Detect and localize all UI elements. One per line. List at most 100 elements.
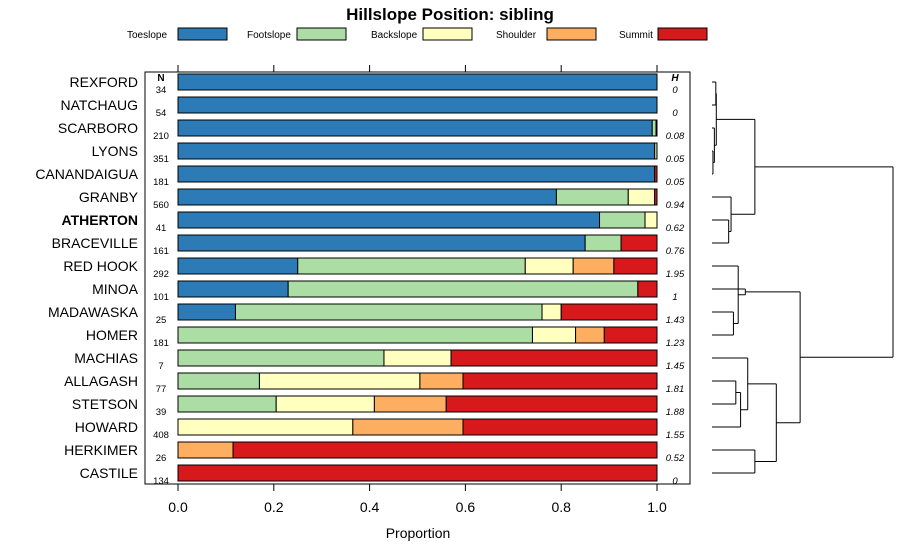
row-label-homer: HOMER [86,327,138,343]
bar-segment-summit [603,326,658,344]
bar-segment-footslope [599,211,646,229]
bar-segment-summit [450,349,658,367]
x-axis-label: Proportion [386,525,451,541]
h-value: 0 [672,476,678,487]
row-label-howard: HOWARD [75,419,138,435]
bar-segment-summit [462,372,658,390]
h-value: 0.76 [666,246,685,257]
h-value: 1.88 [666,407,685,418]
row-label-madawaska: MADAWASKA [48,304,139,320]
row-label-red-hook: RED HOOK [63,258,138,274]
legend-label-summit: Summit [619,30,653,41]
bar-segment-toeslope [177,280,289,298]
bar-segment-summit [654,188,658,206]
h-value: 0 [672,108,678,119]
row-label-lyons: LYONS [92,143,138,159]
bar-segment-backslope [627,188,656,206]
bar-segment-footslope [555,188,629,206]
row-label-granby: GRANBY [79,189,139,205]
bar-segment-summit [560,303,658,321]
bar-segment-toeslope [177,303,236,321]
bar-segment-toeslope [177,211,601,229]
plot-frame [144,71,691,485]
h-value: 1.81 [666,384,685,395]
bar-segment-toeslope [177,165,656,183]
h-value: 1 [672,292,677,303]
n-value: 26 [156,453,167,464]
bar-segment-footslope [177,395,277,413]
legend-swatch-summit [657,27,708,41]
bar-segment-footslope [234,303,543,321]
bar-segment-backslope [258,372,421,390]
legend-label-shoulder: Shoulder [496,30,537,41]
h-header: H [671,73,679,84]
h-value: 0.62 [666,223,685,234]
bar-segment-summit [620,234,658,252]
bar-segment-summit [613,257,658,275]
x-tick-label: 0.2 [264,499,284,515]
row-label-braceville: BRACEVILLE [52,235,138,251]
bar-segment-backslope [655,119,658,137]
bar-segment-toeslope [177,188,557,206]
legend-swatch-toeslope [177,27,228,41]
row-label-natchaug: NATCHAUG [60,97,138,113]
bar-segment-toeslope [177,142,656,160]
legend-label-backslope: Backslope [371,30,418,41]
n-value: 134 [153,476,169,487]
x-tick-label: 0.0 [168,499,188,515]
n-value: 101 [153,292,169,303]
h-value: 1.55 [666,430,685,441]
n-value: 54 [156,108,167,119]
h-value: 0.05 [666,177,685,188]
legend-label-footslope: Footslope [247,30,291,41]
n-value: 181 [153,338,169,349]
bar-segment-toeslope [177,73,658,91]
legend: Toeslope Footslope Backslope Shoulder Summit [127,27,708,41]
bar-segment-footslope [651,119,657,137]
n-value: 560 [153,200,169,211]
legend-swatch-shoulder [546,27,597,41]
h-value: 1.43 [666,315,685,326]
bar-rows: REXFORD 34 0 NATCHAUG 54 0 SCARBORO 210 0.08 LYON… [35,73,685,487]
x-tick-label: 0.4 [360,499,380,515]
h-value: 1.45 [666,361,685,372]
row-label-stetson: STETSON [72,396,138,412]
bar-segment-footslope [297,257,526,275]
n-value: 408 [153,430,169,441]
n-value: 34 [156,85,167,96]
row-label-rexford: REXFORD [70,74,138,90]
bar-segment-backslope [177,418,354,436]
bar-segment-shoulder [572,257,615,275]
n-value: 210 [153,131,169,142]
row-label-canandaigua: CANANDAIGUA [35,166,138,182]
bar-segment-toeslope [177,257,299,275]
row-label-minoa: MINOA [92,281,139,297]
x-tick-label: 0.6 [456,499,476,515]
n-value: 351 [153,154,169,165]
x-axis: 0.0 0.2 0.4 0.6 0.8 1.0 [168,65,667,515]
bar-segment-footslope [654,142,658,160]
legend-label-toeslope: Toeslope [127,30,167,41]
bar-segment-footslope [584,234,622,252]
bar-segment-toeslope [177,96,658,114]
bar-segment-shoulder [575,326,605,344]
bar-segment-backslope [383,349,452,367]
bar-segment-backslope [524,257,574,275]
row-label-scarboro: SCARBORO [58,120,138,136]
bar-segment-backslope [541,303,562,321]
bar-segment-summit [462,418,658,436]
n-value: 25 [156,315,167,326]
bar-segment-summit [177,464,658,482]
h-value: 0.08 [666,131,685,142]
n-value: 7 [158,361,163,372]
bar-segment-footslope [177,372,260,390]
row-label-allagash: ALLAGASH [64,373,138,389]
row-label-machias: MACHIAS [74,350,138,366]
bar-segment-toeslope [177,234,586,252]
bar-segment-shoulder [419,372,464,390]
bar-segment-backslope [275,395,375,413]
bar-segment-summit [445,395,658,413]
row-label-castile: CASTILE [80,465,138,481]
bar-segment-footslope [287,280,639,298]
